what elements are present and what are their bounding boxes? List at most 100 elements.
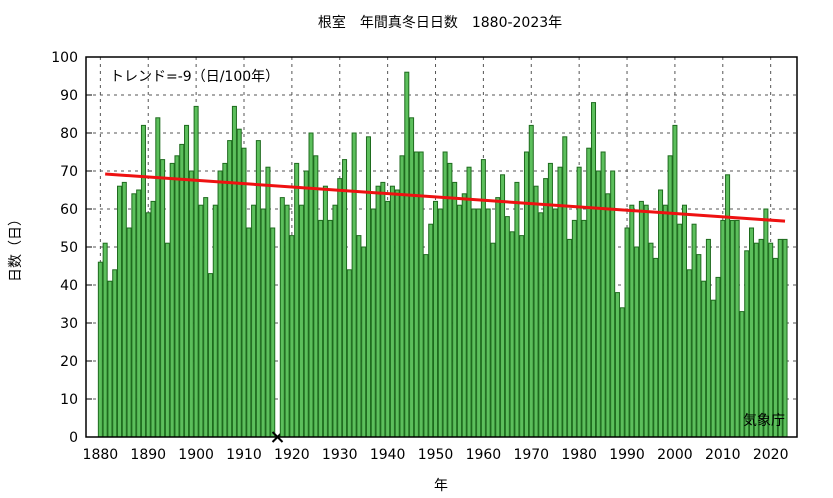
bar bbox=[763, 208, 769, 438]
bar bbox=[308, 132, 314, 438]
bar bbox=[442, 151, 448, 438]
bar bbox=[777, 238, 783, 438]
bar bbox=[686, 269, 692, 438]
bar bbox=[433, 200, 439, 438]
bar bbox=[696, 254, 702, 438]
x-axis-label: 年 bbox=[434, 478, 448, 494]
bar bbox=[251, 204, 257, 438]
bar bbox=[710, 299, 716, 438]
bar bbox=[179, 143, 185, 438]
bar bbox=[207, 273, 213, 438]
bar bbox=[184, 124, 190, 438]
bar bbox=[174, 155, 180, 438]
bar bbox=[705, 238, 711, 438]
bar bbox=[533, 185, 539, 438]
bar bbox=[490, 242, 496, 438]
bar bbox=[303, 170, 309, 438]
bar bbox=[600, 151, 606, 438]
plot-frame bbox=[85, 56, 798, 438]
bar bbox=[102, 242, 108, 438]
bar bbox=[643, 204, 649, 438]
bar bbox=[772, 257, 778, 438]
x-tick-label: 1970 bbox=[513, 447, 549, 463]
bar bbox=[672, 124, 678, 438]
y-axis-label: 日数（日） bbox=[8, 212, 24, 282]
bar bbox=[720, 219, 726, 438]
bar bbox=[538, 212, 544, 438]
bar bbox=[591, 102, 597, 438]
bar bbox=[734, 219, 740, 438]
bar bbox=[691, 223, 697, 438]
bar bbox=[624, 227, 630, 438]
bar bbox=[595, 170, 601, 438]
bar bbox=[648, 242, 654, 438]
y-tick-label: 10 bbox=[60, 392, 78, 408]
bar bbox=[294, 162, 300, 438]
bar bbox=[150, 200, 156, 438]
bar bbox=[753, 242, 759, 438]
bar bbox=[500, 174, 506, 438]
bar bbox=[145, 212, 151, 438]
bar bbox=[519, 235, 525, 438]
x-tick-label: 2000 bbox=[657, 447, 693, 463]
bar bbox=[121, 181, 127, 438]
bar bbox=[437, 208, 443, 438]
y-tick-label: 30 bbox=[60, 316, 78, 332]
x-tick-label: 1930 bbox=[322, 447, 358, 463]
bar bbox=[322, 185, 328, 438]
bar bbox=[361, 246, 367, 438]
bar bbox=[270, 227, 276, 438]
chart-title: 根室 年間真冬日日数 1880-2023年 bbox=[318, 14, 562, 31]
x-tick-label: 1990 bbox=[609, 447, 645, 463]
annotation: トレンド=-9（日/100年） bbox=[110, 69, 279, 85]
bar bbox=[332, 204, 338, 438]
bar bbox=[614, 292, 620, 438]
bar bbox=[552, 208, 558, 438]
bar bbox=[461, 193, 467, 438]
bar bbox=[423, 254, 429, 438]
x-tick-label: 1960 bbox=[466, 447, 502, 463]
bar bbox=[203, 197, 209, 438]
bar bbox=[557, 166, 563, 438]
bar bbox=[471, 208, 477, 438]
bar bbox=[327, 219, 333, 438]
bar bbox=[758, 238, 764, 438]
y-tick-label: 70 bbox=[60, 164, 78, 180]
bar bbox=[404, 71, 410, 438]
y-tick-label: 90 bbox=[60, 88, 78, 104]
bar bbox=[715, 276, 721, 438]
source: 気象庁 bbox=[743, 413, 785, 429]
bar bbox=[768, 242, 774, 438]
bar bbox=[385, 200, 391, 438]
bar bbox=[662, 204, 668, 438]
bar bbox=[212, 204, 218, 438]
bar bbox=[476, 208, 482, 438]
bar bbox=[485, 208, 491, 438]
bar bbox=[389, 185, 395, 438]
bar bbox=[112, 269, 118, 438]
bar bbox=[586, 147, 592, 438]
bar bbox=[375, 185, 381, 438]
bar bbox=[193, 105, 199, 438]
x-tick-label: 2020 bbox=[753, 447, 789, 463]
x-tick-label: 1880 bbox=[83, 447, 119, 463]
bar bbox=[356, 235, 362, 438]
bar bbox=[241, 147, 247, 438]
y-tick-label: 80 bbox=[60, 126, 78, 142]
bar bbox=[227, 140, 233, 438]
bar bbox=[198, 204, 204, 438]
y-tick-label: 20 bbox=[60, 354, 78, 370]
bar bbox=[744, 250, 750, 438]
bar bbox=[284, 204, 290, 438]
bar bbox=[571, 219, 577, 438]
bar bbox=[188, 170, 194, 438]
bar bbox=[619, 307, 625, 438]
x-tick-label: 1890 bbox=[130, 447, 166, 463]
bar bbox=[140, 124, 146, 438]
bar bbox=[236, 128, 242, 438]
bar bbox=[298, 204, 304, 438]
bar bbox=[117, 185, 123, 438]
x-tick-label: 1900 bbox=[178, 447, 214, 463]
bar bbox=[97, 261, 103, 438]
bar bbox=[318, 219, 324, 438]
